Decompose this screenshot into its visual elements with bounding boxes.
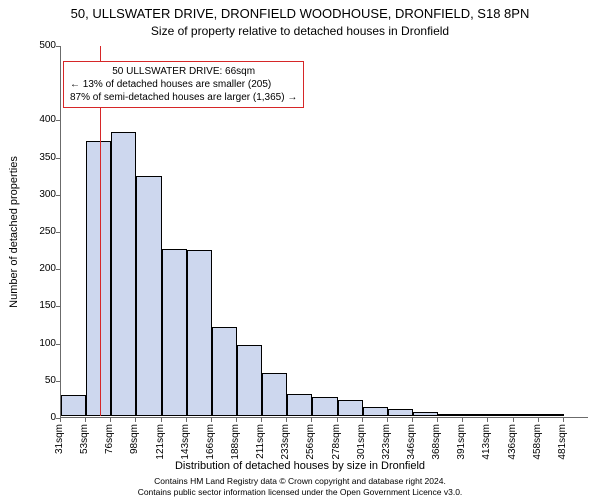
y-tick-label: 300 <box>24 190 56 200</box>
chart-title-line1: 50, ULLSWATER DRIVE, DRONFIELD WOODHOUSE… <box>0 6 600 21</box>
histogram-bar <box>111 132 136 416</box>
x-tick-label: 256sqm <box>306 424 316 460</box>
x-tick-mark <box>110 418 111 422</box>
histogram-bar <box>287 394 312 416</box>
histogram-bar <box>212 327 237 416</box>
x-tick-mark <box>337 418 338 422</box>
x-tick-label: 346sqm <box>407 424 417 460</box>
histogram-bar <box>262 373 287 416</box>
x-tick-mark <box>387 418 388 422</box>
y-tick-mark <box>56 158 60 159</box>
y-tick-mark <box>56 120 60 121</box>
x-tick-mark <box>236 418 237 422</box>
x-tick-mark <box>462 418 463 422</box>
x-tick-label: 53sqm <box>80 424 90 454</box>
x-tick-label: 31sqm <box>55 424 65 454</box>
y-tick-label: 200 <box>24 264 56 274</box>
y-tick-mark <box>56 46 60 47</box>
x-tick-label: 166sqm <box>206 424 216 460</box>
histogram-bar <box>237 345 262 416</box>
histogram-bar <box>136 176 161 416</box>
x-tick-label: 76sqm <box>105 424 115 454</box>
x-tick-mark <box>211 418 212 422</box>
annotation-line-3: 87% of semi-detached houses are larger (… <box>70 91 297 104</box>
x-tick-mark <box>412 418 413 422</box>
annotation-line-1: 50 ULLSWATER DRIVE: 66sqm <box>70 65 297 78</box>
y-tick-label: 100 <box>24 339 56 349</box>
annotation-line-2: ← 13% of detached houses are smaller (20… <box>70 78 297 91</box>
x-tick-label: 301sqm <box>357 424 367 460</box>
y-tick-label: 400 <box>24 115 56 125</box>
chart-footer: Contains HM Land Registry data © Crown c… <box>0 476 600 498</box>
histogram-bar <box>338 400 363 416</box>
y-tick-mark <box>56 344 60 345</box>
x-tick-label: 368sqm <box>432 424 442 460</box>
histogram-bar <box>162 249 187 416</box>
x-tick-mark <box>261 418 262 422</box>
histogram-bar <box>187 250 212 416</box>
x-tick-label: 233sqm <box>281 424 291 460</box>
annotation-box: 50 ULLSWATER DRIVE: 66sqm← 13% of detach… <box>63 61 304 108</box>
x-tick-mark <box>487 418 488 422</box>
histogram-bar <box>312 397 337 416</box>
histogram-bar <box>514 414 539 416</box>
x-tick-mark <box>437 418 438 422</box>
x-tick-label: 278sqm <box>332 424 342 460</box>
x-tick-mark <box>362 418 363 422</box>
y-tick-label: 50 <box>24 376 56 386</box>
y-tick-mark <box>56 269 60 270</box>
x-tick-mark <box>311 418 312 422</box>
x-tick-label: 413sqm <box>482 424 492 460</box>
x-tick-label: 188sqm <box>231 424 241 460</box>
plot-area: 50 ULLSWATER DRIVE: 66sqm← 13% of detach… <box>60 46 588 418</box>
x-tick-mark <box>538 418 539 422</box>
x-tick-label: 211sqm <box>256 424 266 459</box>
x-tick-mark <box>563 418 564 422</box>
y-tick-mark <box>56 306 60 307</box>
x-tick-label: 98sqm <box>130 424 140 454</box>
x-tick-label: 458sqm <box>533 424 543 460</box>
x-tick-label: 143sqm <box>181 424 191 460</box>
histogram-bar <box>539 414 564 416</box>
histogram-bar <box>61 395 86 416</box>
x-tick-label: 323sqm <box>382 424 392 460</box>
plot-stage: 50 ULLSWATER DRIVE: 66sqm← 13% of detach… <box>60 46 588 418</box>
x-tick-mark <box>186 418 187 422</box>
footer-line-1: Contains HM Land Registry data © Crown c… <box>0 476 600 487</box>
y-tick-mark <box>56 232 60 233</box>
histogram-bar <box>463 414 488 416</box>
y-tick-mark <box>56 195 60 196</box>
histogram-bar <box>86 141 111 416</box>
chart-title-line2: Size of property relative to detached ho… <box>0 24 600 38</box>
x-tick-mark <box>286 418 287 422</box>
y-tick-label: 500 <box>24 41 56 51</box>
footer-line-2: Contains public sector information licen… <box>0 487 600 498</box>
x-tick-mark <box>513 418 514 422</box>
x-axis-label: Distribution of detached houses by size … <box>0 460 600 472</box>
x-tick-mark <box>85 418 86 422</box>
x-tick-label: 436sqm <box>508 424 518 460</box>
x-tick-label: 481sqm <box>558 424 568 460</box>
x-tick-label: 391sqm <box>457 424 467 460</box>
y-axis-label: Number of detached properties <box>8 156 20 308</box>
y-tick-label: 350 <box>24 153 56 163</box>
y-tick-mark <box>56 381 60 382</box>
x-tick-label: 121sqm <box>156 424 166 460</box>
histogram-bar <box>488 414 513 416</box>
histogram-bar <box>363 407 388 416</box>
histogram-bar <box>413 412 438 416</box>
x-tick-mark <box>135 418 136 422</box>
x-tick-mark <box>161 418 162 422</box>
y-tick-label: 150 <box>24 301 56 311</box>
histogram-bar <box>438 414 463 416</box>
y-tick-label: 250 <box>24 227 56 237</box>
y-tick-label: 0 <box>24 413 56 423</box>
x-tick-mark <box>60 418 61 422</box>
histogram-bar <box>388 409 413 416</box>
